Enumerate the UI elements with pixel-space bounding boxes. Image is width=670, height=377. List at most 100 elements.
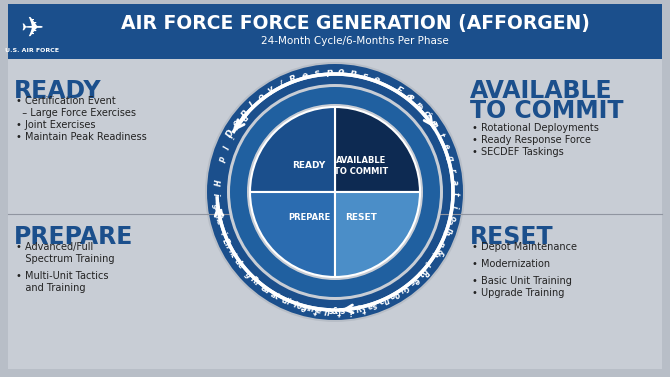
Text: e: e	[411, 275, 421, 285]
Text: n: n	[349, 69, 357, 78]
Text: H: H	[210, 178, 220, 185]
Bar	[8, 4, 662, 59]
Text: n: n	[226, 247, 237, 257]
Text: c: c	[379, 297, 386, 307]
Text: s: s	[371, 300, 379, 310]
Text: e: e	[235, 261, 245, 270]
Circle shape	[205, 62, 465, 322]
Text: ✈: ✈	[20, 15, 44, 43]
Text: o: o	[447, 215, 457, 222]
Text: d: d	[215, 154, 225, 162]
Text: n: n	[429, 121, 440, 130]
Text: i: i	[450, 204, 459, 208]
Circle shape	[207, 64, 463, 320]
Text: &: &	[433, 247, 444, 257]
Text: r: r	[448, 167, 458, 173]
Text: • Joint Exercises: • Joint Exercises	[16, 120, 96, 130]
Circle shape	[230, 87, 440, 297]
Text: R: R	[355, 305, 363, 314]
Text: p: p	[239, 108, 249, 119]
Text: F: F	[393, 85, 403, 95]
Text: l: l	[248, 101, 257, 109]
Text: o: o	[403, 92, 413, 103]
Text: R: R	[249, 275, 259, 286]
Text: u: u	[230, 121, 241, 130]
Text: R: R	[405, 93, 415, 104]
Text: t: t	[450, 192, 460, 196]
Text: s: s	[409, 278, 417, 288]
Text: n: n	[308, 305, 314, 314]
Text: n: n	[444, 226, 454, 234]
Text: e: e	[367, 302, 375, 311]
Text: n: n	[399, 285, 408, 296]
Text: and Training: and Training	[16, 283, 86, 293]
Text: s: s	[314, 69, 320, 78]
Text: i: i	[224, 132, 234, 139]
Text: e: e	[414, 101, 424, 112]
Text: e: e	[446, 219, 456, 226]
Wedge shape	[335, 107, 420, 192]
Text: l: l	[219, 144, 228, 150]
Text: o: o	[338, 67, 344, 77]
Text: READY: READY	[292, 161, 326, 170]
Text: e: e	[214, 219, 224, 226]
Text: o: o	[392, 290, 401, 300]
Text: o: o	[295, 302, 303, 311]
Text: R: R	[419, 267, 430, 277]
Text: R: R	[289, 74, 298, 85]
Text: e: e	[299, 303, 307, 313]
Text: &: &	[332, 308, 338, 317]
Text: E: E	[220, 237, 230, 245]
Text: • Rotational Deployments: • Rotational Deployments	[472, 123, 599, 133]
Text: AVAILABLE: AVAILABLE	[470, 79, 612, 103]
Text: D: D	[224, 128, 236, 139]
Text: e: e	[259, 283, 268, 293]
Text: t: t	[228, 252, 238, 259]
Text: i: i	[292, 300, 298, 310]
Text: B: B	[237, 110, 248, 121]
Text: • Advanced/Full: • Advanced/Full	[16, 242, 93, 252]
Text: i: i	[218, 231, 227, 237]
Text: d: d	[232, 257, 243, 267]
Text: c: c	[403, 283, 411, 293]
Text: i: i	[285, 298, 291, 307]
Text: u: u	[324, 307, 330, 316]
Text: t: t	[360, 304, 366, 313]
Text: t: t	[312, 306, 318, 315]
Text: e: e	[316, 306, 322, 316]
Text: e: e	[231, 118, 242, 129]
Text: • Multi-Unit Tactics: • Multi-Unit Tactics	[16, 271, 109, 281]
Text: s: s	[340, 307, 346, 316]
Text: e: e	[428, 118, 439, 129]
Text: – Large Force Exercises: – Large Force Exercises	[16, 108, 136, 118]
Text: n: n	[303, 303, 310, 314]
Text: e: e	[301, 71, 309, 81]
Text: RESET: RESET	[345, 213, 377, 222]
Text: e: e	[373, 74, 381, 85]
Text: RESET: RESET	[470, 225, 553, 249]
Text: a: a	[262, 285, 271, 296]
Wedge shape	[335, 192, 420, 277]
Wedge shape	[250, 192, 335, 277]
Circle shape	[227, 84, 443, 300]
Text: c: c	[421, 109, 431, 119]
Text: g: g	[211, 203, 220, 210]
Text: t: t	[337, 307, 341, 316]
Text: READY: READY	[14, 79, 102, 103]
Text: -: -	[216, 227, 226, 233]
Text: • Ready Response Force: • Ready Response Force	[472, 135, 591, 145]
Text: g: g	[445, 154, 455, 162]
Text: • Basic Unit Training: • Basic Unit Training	[472, 276, 572, 286]
Text: U.S. AIR FORCE: U.S. AIR FORCE	[5, 49, 59, 54]
Text: a: a	[450, 179, 459, 185]
Text: i: i	[349, 306, 353, 316]
Text: i: i	[210, 193, 220, 196]
Text: n: n	[222, 241, 232, 249]
Text: o: o	[389, 292, 398, 302]
Text: • Upgrade Training: • Upgrade Training	[472, 288, 564, 298]
Text: R: R	[212, 207, 221, 214]
Circle shape	[247, 104, 423, 280]
Text: • Modernization: • Modernization	[472, 259, 550, 269]
Text: t: t	[432, 252, 442, 259]
Text: • Certification Event: • Certification Event	[16, 96, 116, 106]
